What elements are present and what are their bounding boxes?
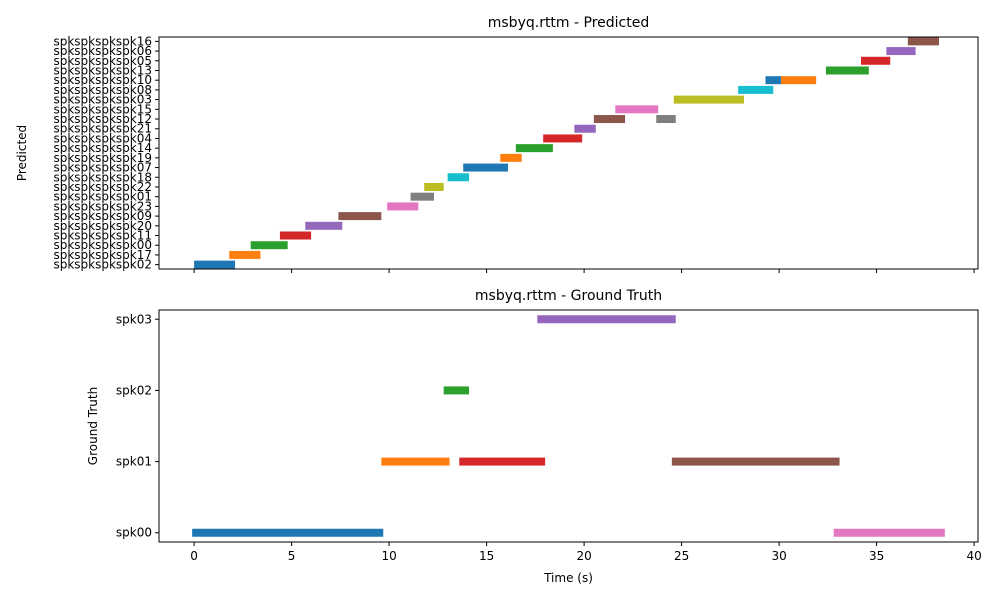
gt-xtick-label: 20 [576, 549, 591, 563]
gt-segment-spk00 [192, 528, 384, 537]
pred-segment-spkspkspkspk00 [250, 241, 288, 250]
pred-segment-spkspkspkspk22 [424, 182, 444, 191]
gt-y-axis-label: Ground Truth [86, 387, 100, 465]
pred-segment-spkspkspkspk02 [194, 260, 236, 269]
pred-ytick-label: spkspkspkspk17 [53, 248, 152, 262]
pred-segment-spkspkspkspk15 [615, 105, 659, 114]
pred-ytick-label: spkspkspkspk12 [53, 112, 152, 126]
gt-chart-title: msbyq.rttm - Ground Truth [475, 288, 662, 304]
pred-segment-spkspkspkspk21 [574, 124, 596, 133]
pred-segment-spkspkspkspk23 [387, 202, 419, 211]
gt-segment-spk03 [537, 315, 676, 324]
pred-ytick-label: spkspkspkspk16 [53, 34, 152, 48]
pred-segment-spkspkspkspk12 [656, 115, 676, 124]
gt-xtick-label: 35 [869, 549, 884, 563]
pred-ytick-label: spkspkspkspk03 [53, 93, 152, 107]
pred-ytick-label: spkspkspkspk19 [53, 151, 152, 165]
pred-segment-spkspkspkspk09 [338, 212, 382, 221]
pred-ytick-label: spkspkspkspk10 [53, 73, 152, 87]
gt-ytick-label: spk01 [116, 455, 152, 469]
pred-segment-spkspkspkspk10 [781, 76, 817, 85]
predicted-panel: msbyq.rttm - Predictedspkspkspkspk02spks… [15, 15, 979, 273]
pred-segment-spkspkspkspk14 [515, 144, 553, 153]
gt-ytick-label: spk03 [116, 312, 152, 326]
pred-ytick-label: spkspkspkspk15 [53, 102, 152, 116]
gt-xtick-label: 10 [381, 549, 396, 563]
pred-segment-spkspkspkspk16 [907, 37, 939, 46]
pred-axes-frame [158, 36, 979, 270]
pred-ytick-label: spkspkspkspk11 [53, 229, 152, 243]
pred-ytick-label: spkspkspkspk23 [53, 199, 152, 213]
pred-ytick-label: spkspkspkspk07 [53, 161, 152, 175]
pred-ytick-label: spkspkspkspk20 [53, 219, 152, 233]
ground-truth-panel: msbyq.rttm - Ground Truth spk00 spk01 spk02… [86, 288, 982, 585]
pred-segment-spkspkspkspk10 [765, 76, 782, 85]
pred-segment-spkspkspkspk18 [447, 173, 470, 182]
pred-ytick-label: spkspkspkspk05 [53, 54, 152, 68]
pred-ytick-label: spkspkspkspk02 [53, 258, 152, 272]
pred-ytick-label: spkspkspkspk13 [53, 63, 152, 77]
pred-ytick-label: spkspkspkspk01 [53, 190, 152, 204]
pred-segment-spkspkspkspk03 [673, 95, 744, 104]
gt-axes-frame [158, 309, 979, 543]
gt-segment-spk02 [443, 386, 470, 395]
pred-ytick-label: spkspkspkspk04 [53, 131, 152, 145]
pred-chart-title: msbyq.rttm - Predicted [488, 15, 650, 31]
pred-segment-spkspkspkspk04 [543, 134, 583, 143]
gt-xtick-label: 30 [771, 549, 786, 563]
pred-segment-spkspkspkspk12 [593, 115, 626, 124]
gt-segment-spk00 [833, 528, 945, 537]
pred-y-axis-label: Predicted [15, 125, 29, 181]
gt-x-axis-label: Time (s) [543, 571, 593, 585]
pred-segment-spkspkspkspk20 [305, 221, 343, 230]
gt-xtick-label: 15 [479, 549, 494, 563]
gt-xtick-label: 0 [190, 549, 198, 563]
pred-ytick-label: spkspkspkspk00 [53, 238, 152, 252]
pred-segment-spkspkspkspk08 [738, 85, 774, 94]
gt-ytick-label: spk00 [116, 526, 152, 540]
gt-ytick-label: spk02 [116, 383, 152, 397]
pred-segment-spkspkspkspk06 [886, 47, 916, 56]
gt-segment-spk01 [381, 457, 450, 466]
gt-xtick-label: 5 [288, 549, 296, 563]
pred-ytick-label: spkspkspkspk09 [53, 209, 152, 223]
gt-segment-spk01 [459, 457, 546, 466]
gt-xtick-label: 25 [674, 549, 689, 563]
pred-segment-spkspkspkspk13 [825, 66, 869, 75]
gt-segment-spk01 [671, 457, 840, 466]
gt-xtick-label: 40 [966, 549, 981, 563]
pred-ytick-label: spkspkspkspk22 [53, 180, 152, 194]
pred-ytick-label: spkspkspkspk14 [53, 141, 152, 155]
pred-segment-spkspkspkspk07 [463, 163, 509, 172]
pred-segment-spkspkspkspk17 [229, 250, 261, 259]
pred-ytick-label: spkspkspkspk08 [53, 83, 152, 97]
pred-segment-spkspkspkspk01 [410, 192, 434, 201]
pred-segment-spkspkspkspk11 [279, 231, 312, 240]
pred-ytick-label: spkspkspkspk06 [53, 44, 152, 58]
pred-segment-spkspkspkspk19 [500, 153, 522, 162]
pred-ytick-label: spkspkspkspk18 [53, 170, 152, 184]
pred-ytick-label: spkspkspkspk21 [53, 122, 152, 136]
pred-segment-spkspkspkspk05 [861, 56, 891, 65]
